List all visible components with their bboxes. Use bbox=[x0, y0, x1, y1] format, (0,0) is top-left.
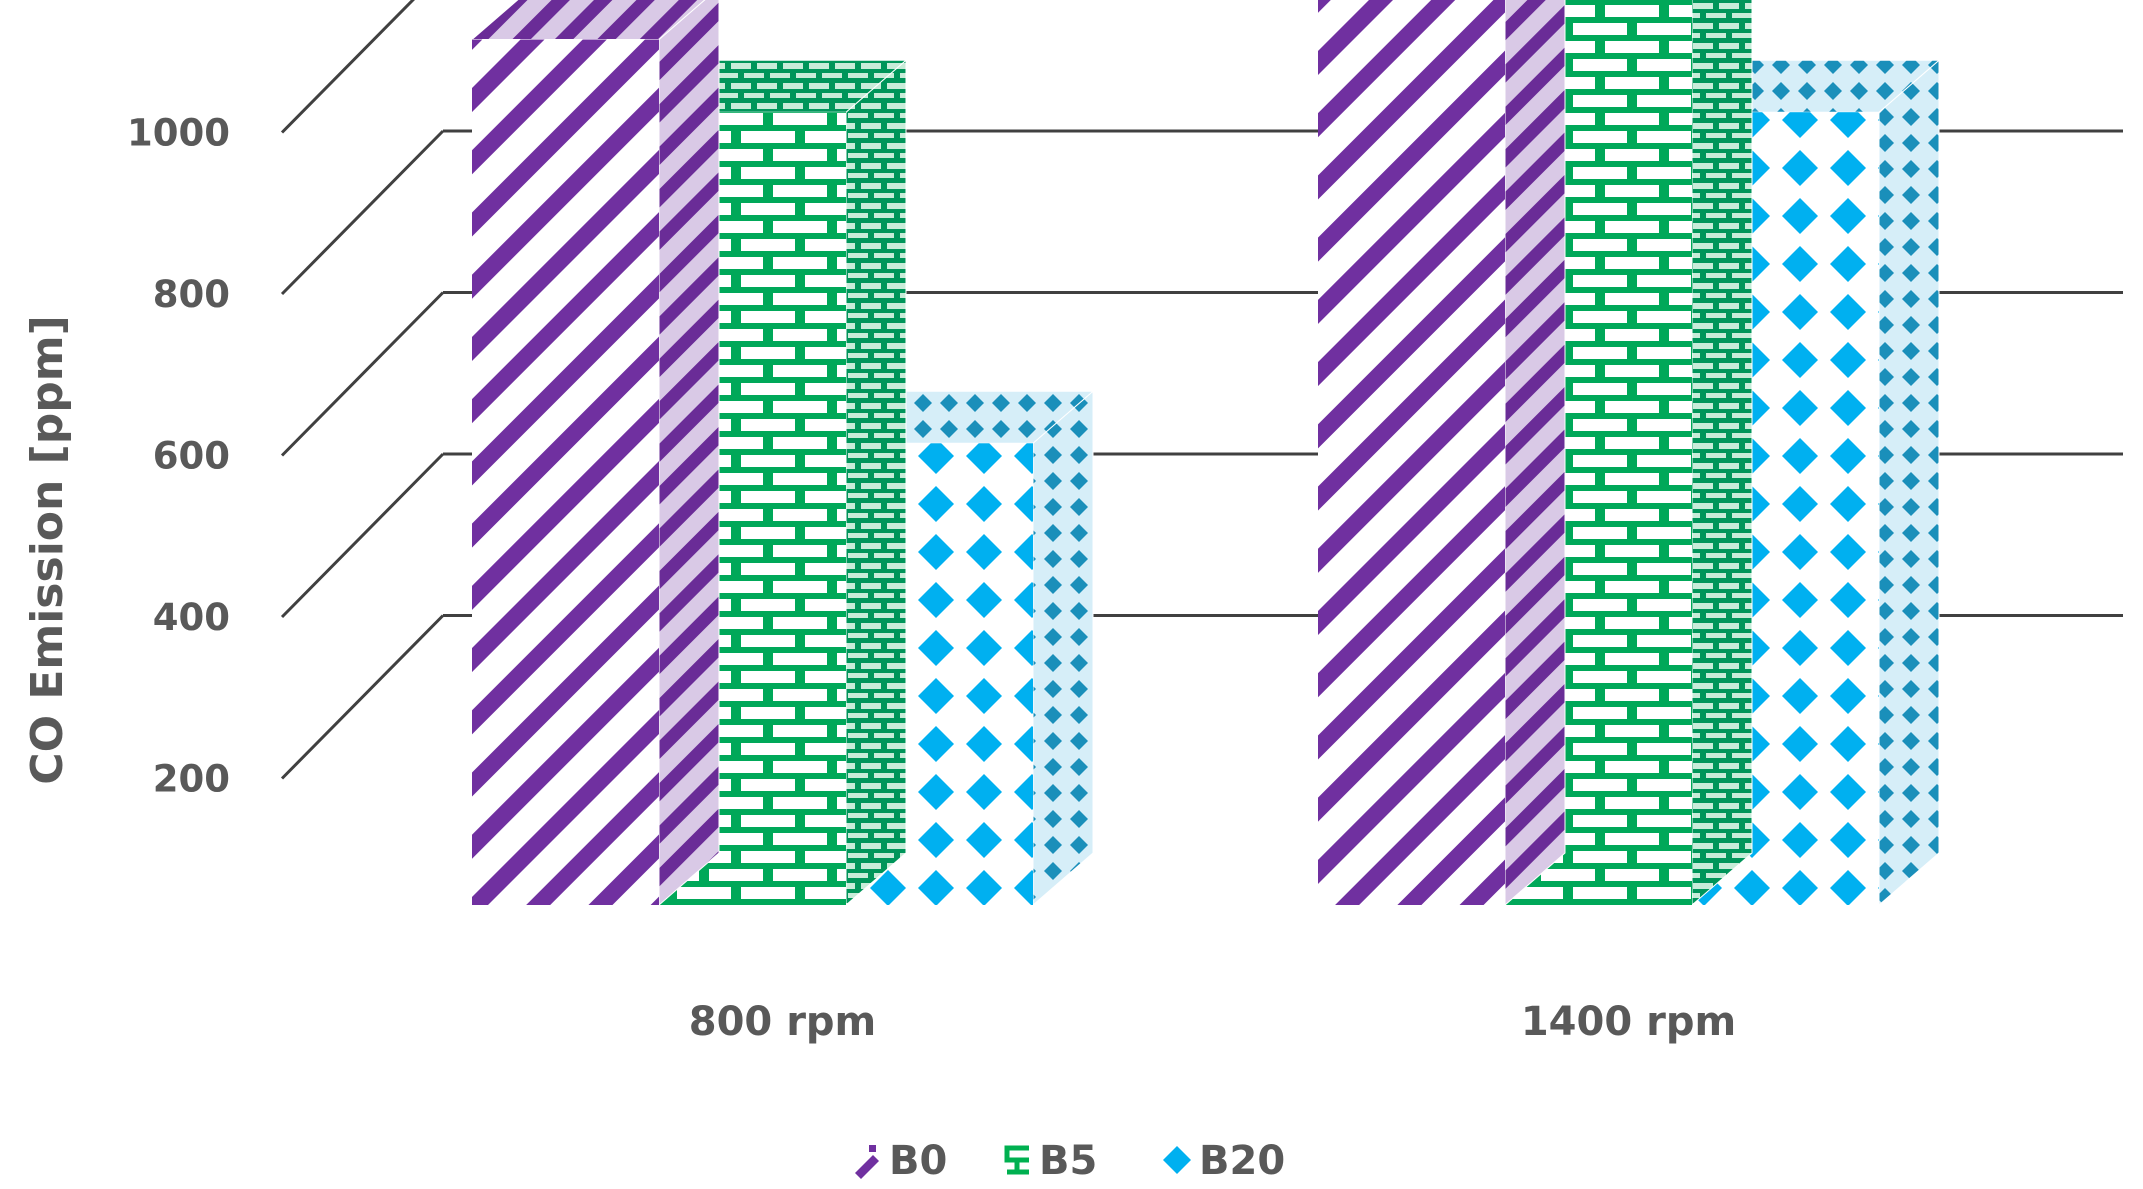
legend-swatch-dot bbox=[869, 1145, 876, 1152]
bar-side-face bbox=[1878, 59, 1940, 907]
legend-item-b0: B0 bbox=[855, 1138, 947, 1184]
gridline-side bbox=[280, 452, 445, 619]
bar-side-face bbox=[658, 0, 720, 907]
bar-front-face bbox=[1318, 0, 1505, 905]
bar-b0-1400rpm bbox=[1318, 0, 1566, 907]
x-axis-categories: 800 rpm 1400 rpm bbox=[689, 999, 1736, 1045]
legend-swatch bbox=[1163, 1146, 1191, 1174]
y-tick-label: 400 bbox=[153, 596, 230, 639]
bar-side-face bbox=[845, 59, 907, 907]
y-tick-label: 200 bbox=[153, 758, 230, 801]
legend-label: B0 bbox=[889, 1138, 947, 1184]
y-tick-label: 600 bbox=[153, 435, 230, 478]
y-tick-label: 1000 bbox=[127, 112, 230, 155]
legend-item-b5: B5 bbox=[1004, 1138, 1097, 1184]
legend-label: B5 bbox=[1039, 1138, 1097, 1184]
bar-side-face bbox=[1504, 0, 1566, 907]
x-category-label: 800 rpm bbox=[689, 999, 876, 1045]
gridline-side bbox=[280, 0, 415, 134]
legend-item-b20: B20 bbox=[1163, 1138, 1285, 1184]
bar-b0-800rpm bbox=[470, 0, 720, 907]
gridline-side bbox=[280, 614, 445, 780]
legend-label: B20 bbox=[1199, 1138, 1285, 1184]
y-axis-ticks: 2004006008001000120014001600180020002200 bbox=[127, 112, 230, 801]
legend: B0 B5 B20 bbox=[855, 1138, 1285, 1184]
gridline-side bbox=[280, 129, 445, 296]
gridline-side bbox=[280, 291, 445, 457]
bars bbox=[470, 0, 1941, 907]
x-category-label: 1400 rpm bbox=[1521, 999, 1736, 1045]
bar-side-face bbox=[1032, 390, 1094, 907]
bar-side-face bbox=[1691, 0, 1753, 907]
y-axis-title: CO Emission [ppm] bbox=[22, 315, 73, 784]
legend-swatch bbox=[855, 1155, 879, 1179]
y-tick-label: 800 bbox=[153, 273, 230, 316]
legend-swatch bbox=[1004, 1145, 1029, 1175]
bar-front-face bbox=[472, 39, 659, 905]
